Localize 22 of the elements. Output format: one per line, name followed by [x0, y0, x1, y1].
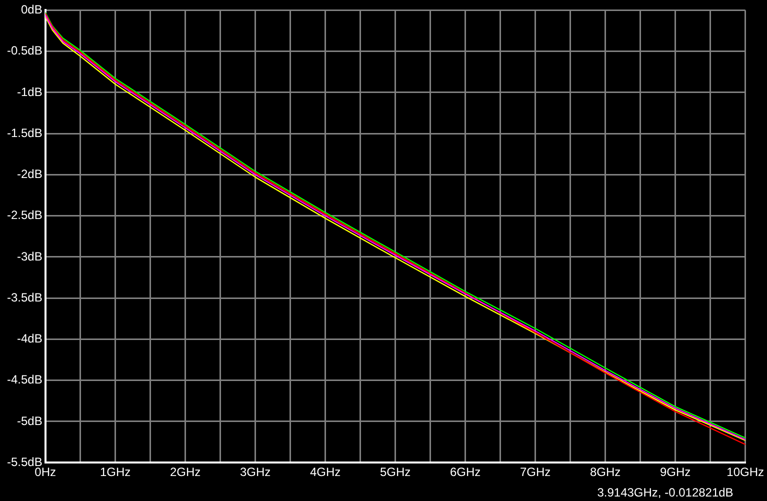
- x-tick-label: 8GHz: [590, 465, 621, 480]
- y-tick-label: -3dB: [16, 249, 42, 264]
- x-tick-label: 9GHz: [660, 465, 691, 480]
- y-tick-label: 0dB: [20, 2, 42, 17]
- y-tick-label: -4dB: [16, 332, 42, 346]
- x-tick-label: 7GHz: [520, 465, 551, 480]
- x-tick-label: 6GHz: [450, 465, 481, 480]
- text: 3.9143GHz, -0.012821dB: [597, 485, 734, 500]
- x-tick-label: 3GHz: [240, 465, 271, 480]
- y-tick-label: -0.5dB: [6, 44, 42, 58]
- x-tick-label: 10GHz: [726, 465, 764, 480]
- x-tick-label: 2GHz: [170, 465, 201, 480]
- y-tick-label: -3.5dB: [6, 290, 42, 304]
- x-tick-label: 1GHz: [100, 465, 131, 480]
- y-tick-label: -2.5dB: [6, 208, 42, 222]
- x-tick-label: 4GHz: [310, 465, 341, 480]
- y-tick-label: -2dB: [16, 167, 42, 182]
- y-tick-label: -1dB: [16, 84, 42, 99]
- x-tick-label: 5GHz: [380, 465, 411, 480]
- y-tick-label: -5dB: [16, 414, 42, 428]
- y-tick-label: -4.5dB: [6, 372, 42, 387]
- y-tick-label: -1.5dB: [6, 126, 42, 140]
